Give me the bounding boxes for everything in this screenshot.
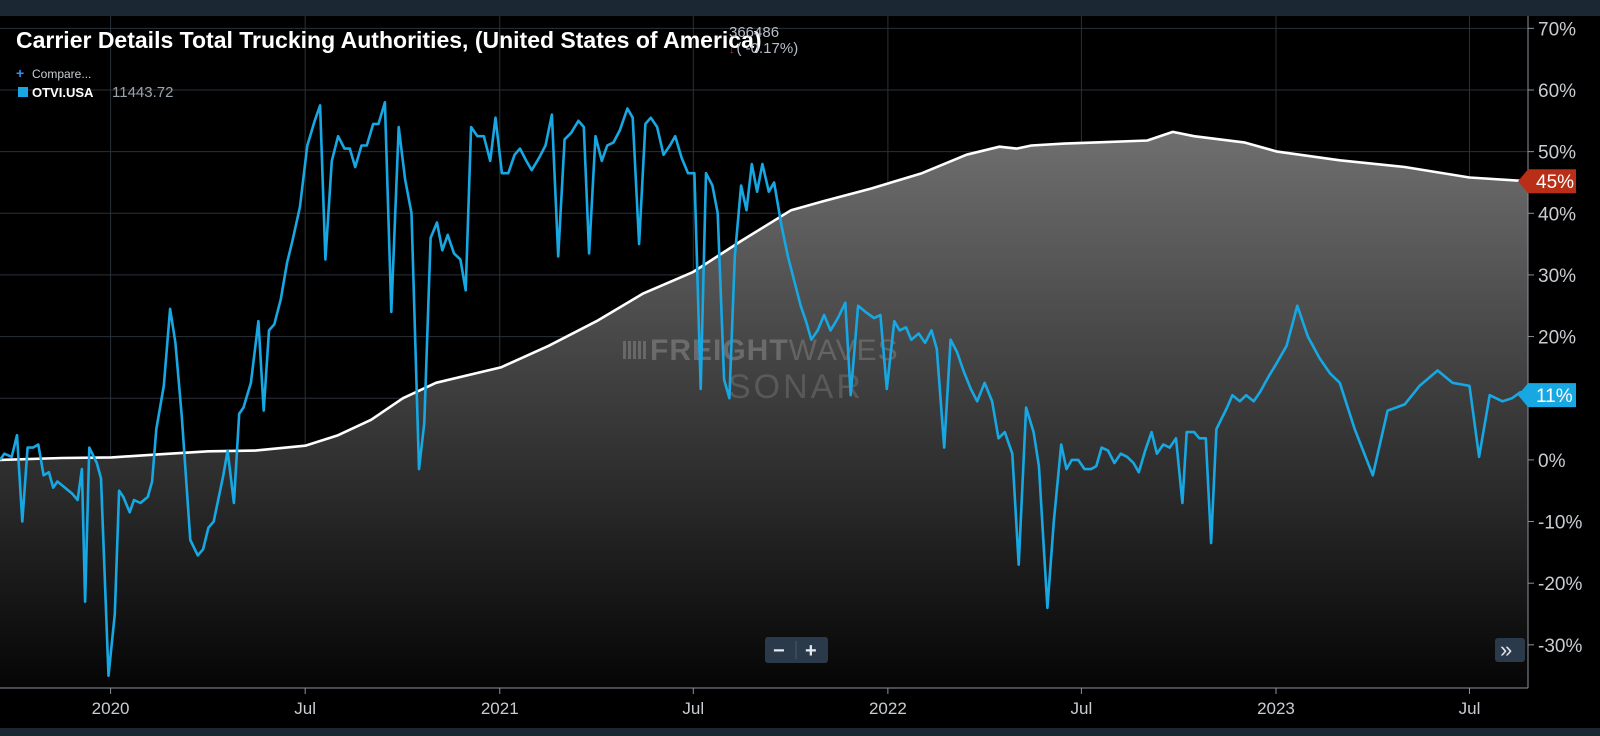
freightwaves-sonar-watermark: FREIGHTWAVES SONAR [623, 334, 899, 406]
y-tick-label: 70% [1538, 19, 1576, 40]
watermark-logo-icon [623, 341, 646, 359]
top-toolbar-strip [0, 0, 1600, 16]
x-tick-label: 2023 [1257, 699, 1295, 718]
scroll-to-latest-button[interactable]: » [1495, 637, 1525, 662]
legend-series-name: OTVI.USA [32, 85, 94, 100]
x-tick-label: 2021 [481, 699, 519, 718]
y-tick-label: 50% [1538, 143, 1576, 164]
minus-icon: − [773, 640, 785, 662]
y-tick-label: -10% [1538, 513, 1582, 534]
x-tick-label: 2022 [869, 699, 907, 718]
change-readout: ↓( -0.17%) [729, 40, 798, 57]
x-tick-label: Jul [1071, 699, 1093, 718]
last-value-badge-otvi-shape [1518, 383, 1576, 408]
current-value: 366486 [729, 24, 779, 41]
otvi-usa-line [0, 101, 1529, 677]
compare-label: Compare... [32, 67, 91, 81]
zoom-out-button[interactable]: − [765, 637, 796, 663]
x-tick-label: Jul [1459, 699, 1481, 718]
chart-title: Carrier Details Total Trucking Authoriti… [16, 27, 762, 53]
last-value-badges: 45% 11% [1518, 169, 1576, 408]
y-tick-label: 30% [1538, 266, 1576, 287]
y-tick-label: 60% [1538, 81, 1576, 102]
y-tick-label: -30% [1538, 636, 1582, 657]
last-value-badge-otvi: 11% [1518, 383, 1576, 408]
last-value-badge-otvi-text: 11% [1536, 386, 1573, 407]
y-tick-label: 20% [1538, 328, 1576, 349]
watermark-line2: SONAR [728, 368, 864, 406]
total-authorities-line [0, 130, 1529, 462]
watermark-line1: FREIGHTWAVES [650, 334, 899, 367]
last-value-badge-total-shape [1518, 169, 1576, 194]
chart-panel[interactable]: FREIGHTWAVES SONAR 70%60%50%40%30%20%10%… [0, 16, 1600, 728]
legend-item-otvi[interactable]: OTVI.USA 11443.72 [18, 84, 173, 101]
zoom-in-button[interactable]: + [797, 637, 828, 663]
total-authorities-area [0, 131, 1528, 688]
x-tick-label: Jul [682, 699, 704, 718]
series-color-swatch [18, 87, 28, 97]
y-axis: 70%60%50%40%30%20%10%0%-10%-20%-30% [1527, 16, 1582, 688]
compare-button[interactable]: + Compare... [16, 65, 91, 81]
y-tick-label: 0% [1538, 451, 1566, 472]
plus-zoom-icon: + [805, 640, 817, 662]
x-tick-label: Jul [294, 699, 316, 718]
plus-icon: + [16, 65, 24, 81]
last-value-badge-total-text: 45% [1536, 172, 1574, 193]
line-chart[interactable]: FREIGHTWAVES SONAR 70%60%50%40%30%20%10%… [0, 16, 1600, 728]
zoom-controls: − + [765, 637, 828, 663]
y-tick-label: 40% [1538, 204, 1576, 225]
x-tick-label: 2020 [92, 699, 130, 718]
legend-series-value: 11443.72 [112, 84, 173, 101]
last-value-badge-total: 45% [1518, 169, 1576, 194]
x-axis: 2020 Jul 2021 Jul 2022 Jul 2023 Jul [0, 687, 1528, 718]
double-chevron-right-icon: » [1500, 637, 1512, 662]
down-arrow-icon: ↓ [729, 44, 735, 56]
y-tick-label: -20% [1538, 574, 1582, 595]
bottom-strip [0, 728, 1600, 736]
